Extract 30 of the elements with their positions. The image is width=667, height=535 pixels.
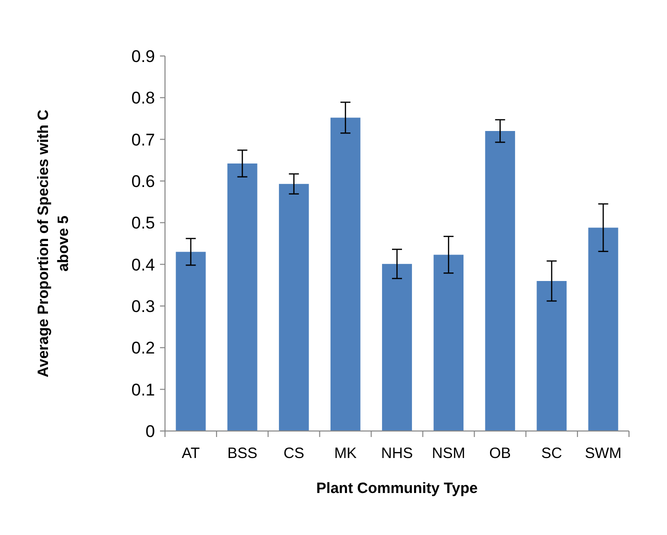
x-tick-label: SWM — [584, 445, 622, 462]
x-tick-label: OB — [489, 445, 511, 462]
bar — [176, 252, 206, 431]
x-tick-label: BSS — [227, 445, 258, 462]
x-tick-label: SC — [541, 445, 562, 462]
y-axis-title: Average Proportion of Species with C above 5 — [35, 109, 72, 378]
y-tick-label: 0.7 — [131, 130, 155, 150]
bar — [434, 254, 464, 431]
y-tick-label: 0.4 — [131, 255, 155, 274]
y-tick-label: 0 — [146, 422, 155, 441]
bar — [485, 131, 516, 431]
x-tick-label: NHS — [381, 445, 413, 462]
y-tick-label: 0.5 — [131, 214, 155, 233]
x-tick-label: NSM — [432, 445, 466, 462]
bar — [588, 228, 618, 431]
y-tick-label: 0.6 — [131, 172, 155, 191]
x-axis-title: Plant Community Type — [316, 480, 478, 497]
bar — [227, 164, 258, 431]
y-tick-label: 0.9 — [131, 46, 155, 66]
y-tick-label: 0.8 — [131, 88, 155, 108]
y-tick-label: 0.2 — [131, 338, 155, 358]
y-tick-label: 0.1 — [131, 380, 155, 400]
x-tick-label: AT — [182, 445, 200, 462]
bar — [536, 281, 567, 431]
y-tick-label: 0.3 — [131, 296, 155, 316]
bar — [382, 264, 412, 431]
x-tick-label: MK — [334, 445, 357, 462]
bar — [330, 118, 360, 431]
x-tick-label: CS — [283, 445, 304, 462]
bar — [278, 184, 309, 431]
